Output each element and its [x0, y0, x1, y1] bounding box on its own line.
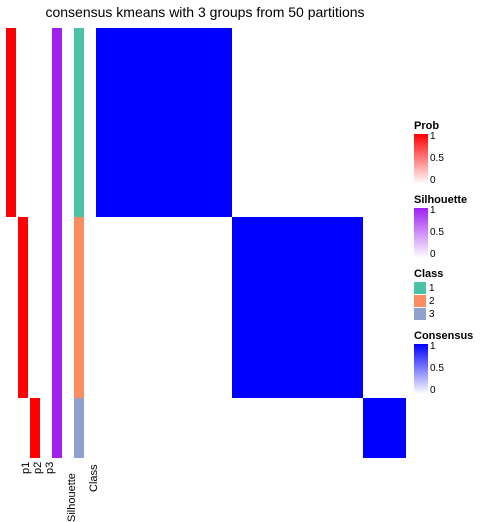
anno-segment [18, 217, 28, 398]
grad-tick: 0 [430, 176, 436, 186]
legend-title: Silhouette [414, 194, 500, 206]
legend-item: 3 [414, 308, 500, 320]
legend-consensus: Consensus1 0.5 0 [414, 330, 500, 394]
grad-tick: 0.5 [430, 364, 444, 374]
legend-silhouette: Silhouette1 0.5 0 [414, 194, 500, 258]
anno-segment [18, 28, 28, 217]
grad-tick: 1 [430, 342, 436, 352]
anno-segment [30, 398, 40, 458]
plot-area [6, 28, 406, 458]
chart-title: consensus kmeans with 3 groups from 50 p… [0, 4, 410, 20]
consensus-heatmap [96, 28, 406, 458]
anno-segment [74, 217, 84, 398]
anno-col-p3 [30, 28, 40, 458]
axis-label-p3: p3 [44, 462, 56, 474]
anno-segment [6, 28, 16, 217]
anno-segment [18, 398, 28, 458]
gradient-bar [414, 208, 428, 258]
legend-class: Class 1 2 3 [414, 268, 500, 320]
grad-tick: 0.5 [430, 154, 444, 164]
legend-swatch [414, 295, 426, 307]
legend-title: Consensus [414, 330, 500, 342]
axis-label-p1: p1 [20, 462, 32, 474]
legend-swatch-label: 2 [429, 296, 435, 307]
anno-col-p1 [6, 28, 16, 458]
gradient-bar [414, 134, 428, 184]
axis-label-silhouette: Silhouette [66, 473, 78, 522]
anno-col-silhouette [52, 28, 62, 458]
legend-swatch [414, 282, 426, 294]
grad-tick: 0 [430, 386, 436, 396]
axis-label-p2: p2 [32, 462, 44, 474]
legend-swatch [414, 308, 426, 320]
heatmap-block [363, 398, 406, 458]
legend-prob: Prob1 0.5 0 [414, 120, 500, 184]
gradient-bar [414, 344, 428, 394]
grad-tick: 0.5 [430, 228, 444, 238]
legend-item: 1 [414, 282, 500, 294]
legend-item: 2 [414, 295, 500, 307]
anno-segment [74, 398, 84, 458]
grad-tick: 1 [430, 132, 436, 142]
anno-segment [6, 217, 16, 458]
anno-col-p2 [18, 28, 28, 458]
legend-title: Class [414, 268, 500, 280]
anno-segment [52, 28, 62, 458]
legend-swatch-label: 1 [429, 283, 435, 294]
heatmap-block [232, 217, 362, 398]
heatmap-block [96, 28, 232, 217]
anno-segment [30, 28, 40, 398]
legend-swatch-label: 3 [429, 309, 435, 320]
legend-region: Prob10.50Silhouette10.50Class123Consensu… [414, 120, 500, 404]
anno-col-class [74, 28, 84, 458]
anno-segment [74, 28, 84, 217]
grad-tick: 1 [430, 206, 436, 216]
grad-tick: 0 [430, 250, 436, 260]
legend-title: Prob [414, 120, 500, 132]
axis-label-class: Class [88, 464, 100, 492]
